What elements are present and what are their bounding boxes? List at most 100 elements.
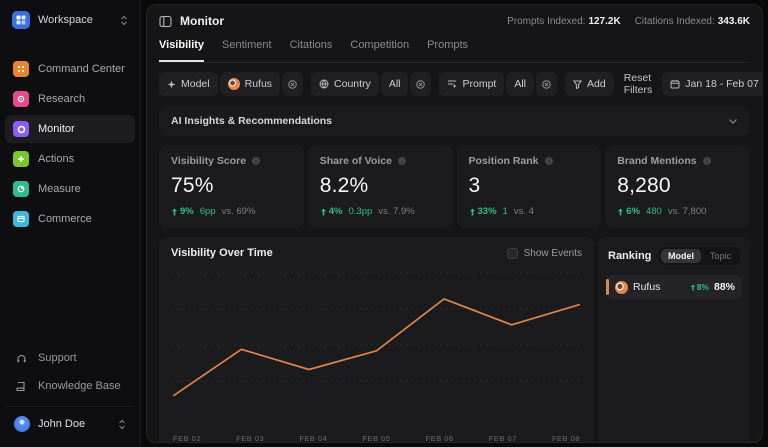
- model-filter-remove-button[interactable]: [282, 72, 303, 96]
- stat-card-vs: vs. 7,800: [668, 206, 707, 217]
- ranking-item-rufus[interactable]: Rufus 8% 88%: [606, 275, 742, 299]
- chevron-down-icon: [728, 118, 738, 125]
- sidebar-item-measure[interactable]: Measure: [5, 175, 135, 203]
- rufus-avatar: [228, 78, 240, 90]
- measure-icon: [13, 181, 29, 197]
- stat-card-vs: vs. 4: [514, 206, 534, 217]
- stat-card-value: 75%: [171, 174, 292, 198]
- prompt-filter-value[interactable]: All: [506, 72, 534, 96]
- ranking-title: Ranking: [608, 250, 651, 262]
- user-avatar: [14, 416, 30, 432]
- ranking-toggle: Model Topic: [659, 247, 740, 265]
- prompt-filter-remove-button[interactable]: [536, 72, 557, 96]
- sidebar-item-label: Commerce: [38, 213, 92, 225]
- ai-insights-label: AI Insights & Recommendations: [171, 115, 332, 127]
- stat-card-vs: vs. 69%: [222, 206, 256, 217]
- model-filter-value[interactable]: Rufus: [220, 72, 280, 96]
- stat-cards: Visibility Score i 75% 9% 6pp vs. 69% Sh…: [159, 145, 750, 228]
- page-title: Monitor: [180, 14, 224, 28]
- sidebar-item-research[interactable]: Research: [5, 85, 135, 113]
- prompts-indexed: Prompts Indexed:127.2K: [507, 16, 621, 27]
- ranking-item-value: 88%: [714, 281, 735, 293]
- arrow-up-icon: [617, 208, 624, 216]
- sidebar-toggle-icon[interactable]: [159, 15, 172, 28]
- show-events-checkbox[interactable]: [507, 248, 518, 259]
- tab-bar: Visibility Sentiment Citations Competiti…: [159, 37, 750, 63]
- add-filter-button[interactable]: Add: [565, 72, 614, 96]
- sidebar-item-label: Knowledge Base: [38, 380, 121, 392]
- prompt-filter[interactable]: Prompt: [439, 72, 504, 96]
- rank-accent-bar: [606, 279, 609, 295]
- commerce-icon: [13, 211, 29, 227]
- country-filter-value[interactable]: All: [381, 72, 409, 96]
- stat-card-title: Visibility Score: [171, 155, 246, 167]
- sparkle-icon: [167, 80, 176, 89]
- actions-icon: [13, 151, 29, 167]
- tab-prompts[interactable]: Prompts: [427, 37, 468, 62]
- stat-card-value: 8,280: [617, 174, 738, 198]
- info-icon[interactable]: i: [702, 156, 712, 166]
- sidebar-item-label: Measure: [38, 183, 81, 195]
- date-range-picker[interactable]: Jan 18 - Feb 07: [662, 72, 763, 96]
- country-filter-remove-button[interactable]: [410, 72, 431, 96]
- research-icon: [13, 91, 29, 107]
- prompts-indexed-label: Prompts Indexed:: [507, 16, 585, 27]
- filter-bar: Model Rufus Country All: [159, 72, 750, 96]
- workspace-icon: [12, 11, 30, 29]
- x-tick: FEB 08: [552, 434, 580, 443]
- headphones-icon: [13, 350, 29, 366]
- tab-citations[interactable]: Citations: [290, 37, 333, 62]
- index-stats: Prompts Indexed:127.2K Citations Indexed…: [507, 16, 750, 27]
- x-tick: FEB 07: [489, 434, 517, 443]
- tab-competition[interactable]: Competition: [350, 37, 409, 62]
- rufus-avatar: [615, 281, 628, 294]
- ranking-panel: Ranking Model Topic Rufus 8% 88%: [598, 237, 750, 443]
- sidebar-item-knowledge-base[interactable]: Knowledge Base: [5, 372, 135, 400]
- toggle-topic[interactable]: Topic: [703, 249, 738, 263]
- country-filter-value-label: All: [389, 78, 401, 90]
- stat-card-visibility-score: Visibility Score i 75% 9% 6pp vs. 69%: [159, 145, 304, 228]
- tab-sentiment[interactable]: Sentiment: [222, 37, 272, 62]
- sidebar-item-label: Research: [38, 93, 85, 105]
- model-filter-label: Model: [181, 78, 210, 90]
- chart-x-axis: FEB 02 FEB 03 FEB 04 FEB 05 FEB 06 FEB 0…: [171, 432, 582, 443]
- sidebar-item-support[interactable]: Support: [5, 344, 135, 372]
- stat-card-change-abs: 480: [646, 206, 662, 217]
- info-icon[interactable]: i: [397, 156, 407, 166]
- sidebar-item-label: Actions: [38, 153, 74, 165]
- funnel-icon: [573, 80, 582, 89]
- toggle-model[interactable]: Model: [661, 249, 701, 263]
- prompt-filter-label: Prompt: [462, 78, 496, 90]
- ranking-item-name: Rufus: [633, 281, 685, 293]
- prompt-icon: [447, 79, 457, 89]
- calendar-icon: [670, 79, 680, 89]
- arrow-up-icon: [469, 208, 476, 216]
- info-icon[interactable]: i: [251, 156, 261, 166]
- tab-visibility[interactable]: Visibility: [159, 37, 204, 62]
- country-filter-group: Country All: [311, 72, 431, 96]
- sidebar-item-commerce[interactable]: Commerce: [5, 205, 135, 233]
- stat-card-title: Position Rank: [469, 155, 539, 167]
- info-icon[interactable]: i: [544, 156, 554, 166]
- arrow-up-icon: [690, 284, 696, 291]
- citations-indexed-label: Citations Indexed:: [635, 16, 715, 27]
- add-filter-label: Add: [587, 78, 606, 90]
- prompts-indexed-value: 127.2K: [588, 16, 620, 27]
- stat-card-change-abs: 6pp: [200, 206, 216, 217]
- sidebar-item-command-center[interactable]: Command Center: [5, 55, 135, 83]
- user-menu[interactable]: John Doe: [5, 406, 135, 441]
- stat-card-vs: vs. 7.9%: [378, 206, 414, 217]
- stat-card-change-abs: 1: [503, 206, 508, 217]
- workspace-switcher[interactable]: Workspace: [0, 0, 140, 39]
- x-tick: FEB 03: [236, 434, 264, 443]
- ai-insights-bar[interactable]: AI Insights & Recommendations: [159, 106, 750, 136]
- user-name: John Doe: [38, 418, 110, 430]
- svg-text:i: i: [706, 157, 708, 165]
- model-filter[interactable]: Model: [159, 72, 218, 96]
- stat-card-value: 3: [469, 174, 590, 198]
- prompt-filter-group: Prompt All: [439, 72, 557, 96]
- reset-filters-button[interactable]: Reset Filters: [622, 72, 655, 96]
- sidebar-item-monitor[interactable]: Monitor: [5, 115, 135, 143]
- sidebar-item-actions[interactable]: Actions: [5, 145, 135, 173]
- country-filter[interactable]: Country: [311, 72, 379, 96]
